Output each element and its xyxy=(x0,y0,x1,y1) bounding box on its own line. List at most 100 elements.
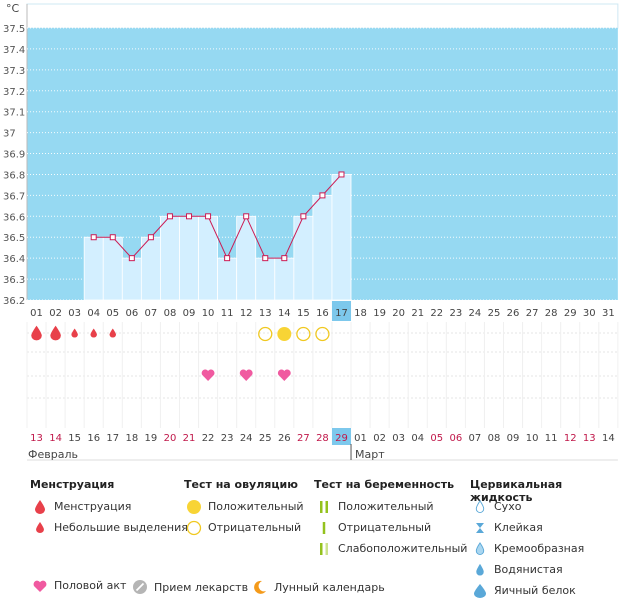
legend-label: Яичный белок xyxy=(494,584,576,597)
x-tick-label: 27 xyxy=(526,308,539,319)
temperature-point xyxy=(166,213,173,220)
ovulation-mark xyxy=(315,326,330,342)
legend-title: Цервикальная жидкость xyxy=(470,478,563,504)
faint-lines-icon xyxy=(314,542,334,556)
x-tick-label: 06 xyxy=(125,308,138,319)
legend-item: Клейкая xyxy=(470,517,626,538)
month-labels: Февраль Март xyxy=(28,448,385,461)
x-tick-label-bottom: 03 xyxy=(392,433,405,444)
legend-label: Водянистая xyxy=(494,563,563,576)
x-tick-label-bottom: 20 xyxy=(164,433,177,444)
moon-icon xyxy=(250,579,270,595)
legend-label: Положительный xyxy=(338,500,434,513)
legend-title: Тест на беременность xyxy=(314,478,455,491)
x-tick-label: 03 xyxy=(68,308,81,319)
x-tick-label: 01 xyxy=(30,308,43,319)
temperature-point xyxy=(147,234,154,241)
x-tick-label: 17 xyxy=(335,308,348,319)
x-tick-label: 04 xyxy=(87,308,100,319)
x-tick-label-bottom: 08 xyxy=(488,433,501,444)
x-tick-label: 12 xyxy=(240,308,253,319)
y-tick-label: 36.5 xyxy=(3,233,25,244)
legend-menstruation: Менструация Менструация Небольшие выделе… xyxy=(30,478,188,538)
today-highlight xyxy=(331,301,352,321)
y-tick-label: 36.4 xyxy=(3,254,25,265)
legend-cervical: Цервикальная жидкость Сухо Клейкая Кремо… xyxy=(470,478,626,601)
legend-item: Положительный xyxy=(314,496,467,517)
temperature-bar xyxy=(312,194,333,301)
temperature-bar xyxy=(274,257,295,301)
legend-label: Клейкая xyxy=(494,521,543,534)
legend-label: Кремообразная xyxy=(494,542,585,555)
month-label-second: Март xyxy=(355,448,385,461)
drop-outline-icon xyxy=(470,500,490,513)
temperature-point xyxy=(186,213,193,220)
y-tick-label: 36.8 xyxy=(3,170,25,181)
egg-white-icon xyxy=(470,583,490,598)
x-tick-label: 29 xyxy=(564,308,577,319)
temperature-point xyxy=(224,255,231,262)
legend-moon: Лунный календарь xyxy=(250,579,385,595)
x-tick-label: 28 xyxy=(545,308,558,319)
x-tick-label-bottom: 14 xyxy=(602,433,615,444)
x-tick-label: 10 xyxy=(202,308,215,319)
legend-title: Тест на овуляцию xyxy=(184,478,298,491)
temperature-point xyxy=(205,213,212,220)
one-line-icon xyxy=(314,521,334,535)
x-tick-label: 25 xyxy=(488,308,501,319)
temperature-bar xyxy=(255,257,276,301)
x-tick-label-bottom: 05 xyxy=(430,433,443,444)
temperature-bar xyxy=(331,174,352,301)
y-tick-label: 37.4 xyxy=(3,45,25,56)
heart-mark xyxy=(239,369,253,381)
legend-item: Слабоположительный xyxy=(314,538,467,559)
x-tick-label-bottom: 13 xyxy=(583,433,596,444)
legend-item: Менструация xyxy=(30,496,188,517)
temperature-bar xyxy=(160,215,180,301)
y-axis: 37.5 37.4 37.3 37.2 37.1 37 36.9 36.8 36.7 36.6 36… xyxy=(3,24,618,307)
x-tick-label: 30 xyxy=(583,308,596,319)
x-axis-top: 01 02 03 04 05 06 07 08 09 10 11 12 13 14 15 16 17 18 19 20… xyxy=(30,301,615,321)
pill-icon xyxy=(130,579,150,595)
x-tick-label-bottom: 16 xyxy=(87,433,100,444)
temperature-bar xyxy=(121,257,142,301)
legend-item: Положительный xyxy=(184,496,304,517)
legend-label: Небольшие выделения xyxy=(54,521,188,534)
x-tick-label-bottom: 23 xyxy=(221,433,234,444)
legend-item: Кремообразная xyxy=(470,538,626,559)
temperature-bar xyxy=(236,215,257,301)
y-tick-label: 36.2 xyxy=(3,296,25,307)
legend-item: Водянистая xyxy=(470,559,626,580)
legend-label: Менструация xyxy=(54,500,132,513)
y-tick-label: 37.1 xyxy=(3,108,25,119)
temperature-point xyxy=(128,255,135,262)
legend-label: Сухо xyxy=(494,500,522,513)
y-tick-label: 36.9 xyxy=(3,150,25,161)
legend-label: Положительный xyxy=(208,500,304,513)
temperature-bar xyxy=(179,215,199,301)
x-tick-label: 26 xyxy=(507,308,520,319)
x-tick-label-bottom: 26 xyxy=(278,433,291,444)
drop-mark xyxy=(90,328,97,338)
x-tick-label-bottom: 19 xyxy=(145,433,158,444)
legend-title: Менструация xyxy=(30,478,115,491)
x-tick-label-bottom: 13 xyxy=(30,433,43,444)
x-tick-label-bottom: 11 xyxy=(545,433,558,444)
drop-mark xyxy=(109,328,117,338)
temperature-bar xyxy=(217,257,238,301)
x-tick-label-bottom: 06 xyxy=(449,433,462,444)
drop-mark xyxy=(71,328,78,338)
temperature-point xyxy=(90,234,97,241)
x-tick-label-bottom: 24 xyxy=(240,433,253,444)
drop-half-icon xyxy=(470,542,490,555)
x-tick-label-bottom: 04 xyxy=(411,433,424,444)
x-tick-label-bottom: 18 xyxy=(125,433,138,444)
x-tick-label-bottom: 17 xyxy=(106,433,119,444)
drop-mark xyxy=(50,325,61,341)
x-tick-label: 22 xyxy=(430,308,443,319)
legend-intercourse: Половой акт xyxy=(30,579,126,592)
y-tick-label: 36.6 xyxy=(3,212,25,223)
legend-item: Яичный белок xyxy=(470,580,626,601)
x-tick-label: 31 xyxy=(602,308,615,319)
legend-label: Отрицательный xyxy=(338,521,432,534)
